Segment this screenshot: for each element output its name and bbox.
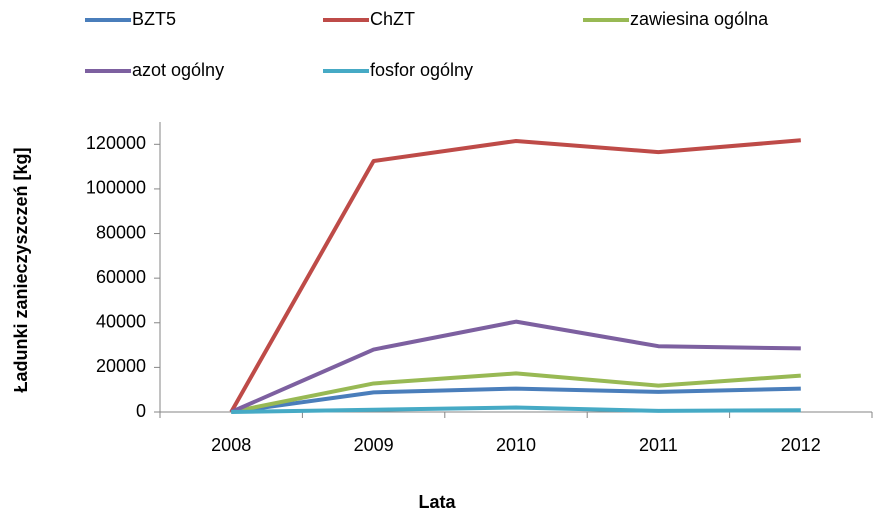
- x-tick-label: 2011: [639, 435, 678, 455]
- legend-label: ChZT: [370, 9, 415, 29]
- y-tick-label: 0: [136, 401, 146, 421]
- x-tick-label: 2009: [354, 435, 394, 455]
- x-tick-label: 2010: [496, 435, 536, 455]
- y-tick-label: 80000: [96, 222, 146, 242]
- legend-label: fosfor ogólny: [370, 60, 473, 80]
- series-line: [230, 386, 801, 414]
- y-tick-label: 120000: [86, 133, 146, 153]
- series-line: [229, 138, 801, 413]
- y-tick-label: 100000: [86, 178, 146, 198]
- series-line: [231, 405, 801, 414]
- x-tick-label: 2008: [211, 435, 251, 455]
- y-axis-label: Ładunki zanieczyszczeń [kg]: [11, 147, 31, 392]
- y-tick-label: 60000: [96, 267, 146, 287]
- y-tick-label: 40000: [96, 312, 146, 332]
- legend-label: azot ogólny: [132, 60, 224, 80]
- legend-label: BZT5: [132, 9, 176, 29]
- series-line: [230, 319, 801, 414]
- legend-label: zawiesina ogólna: [630, 9, 769, 29]
- series-line: [230, 371, 801, 414]
- y-tick-label: 20000: [96, 356, 146, 376]
- x-tick-label: 2012: [781, 435, 821, 455]
- x-axis-label: Lata: [418, 492, 456, 512]
